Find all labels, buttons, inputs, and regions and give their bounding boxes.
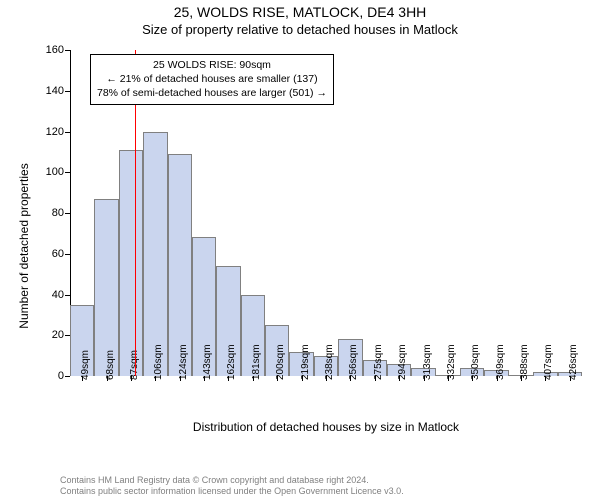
- chart-subtitle: Size of property relative to detached ho…: [0, 22, 600, 37]
- chart-title: 25, WOLDS RISE, MATLOCK, DE4 3HH: [0, 4, 600, 20]
- x-tick-label: 68sqm: [105, 350, 116, 380]
- histogram-bar: [143, 132, 167, 377]
- x-tick-label: 162sqm: [226, 344, 237, 380]
- copyright-line: Contains HM Land Registry data © Crown c…: [60, 475, 590, 487]
- info-box-line: 78% of semi-detached houses are larger (…: [97, 86, 327, 100]
- x-tick-label: 332sqm: [446, 344, 457, 380]
- histogram-bar: [168, 154, 192, 376]
- info-box-line: 25 WOLDS RISE: 90sqm: [97, 58, 327, 72]
- x-tick-label: 275sqm: [373, 344, 384, 380]
- chart-container: 25, WOLDS RISE, MATLOCK, DE4 3HH Size of…: [0, 4, 600, 504]
- x-tick-label: 200sqm: [275, 344, 286, 380]
- x-tick-label: 106sqm: [153, 344, 164, 380]
- x-tick-label: 181sqm: [251, 344, 262, 380]
- x-tick-label: 294sqm: [397, 344, 408, 380]
- x-tick-label: 219sqm: [300, 344, 311, 380]
- info-box-line: ← 21% of detached houses are smaller (13…: [97, 72, 327, 86]
- info-box: 25 WOLDS RISE: 90sqm ← 21% of detached h…: [90, 54, 334, 105]
- plot-wrap: Number of detached properties 0204060801…: [34, 46, 590, 446]
- copyright-line: Contains public sector information licen…: [60, 486, 590, 498]
- x-tick-label: 388sqm: [519, 344, 530, 380]
- x-axis-label: Distribution of detached houses by size …: [70, 420, 582, 434]
- y-axis-label: Number of detached properties: [17, 163, 31, 328]
- histogram-bar: [119, 150, 143, 376]
- x-tick-label: 256sqm: [348, 344, 359, 380]
- x-tick-label: 238sqm: [324, 344, 335, 380]
- x-tick-label: 426sqm: [568, 344, 579, 380]
- x-tick-label: 49sqm: [80, 350, 91, 380]
- x-tick-label: 143sqm: [202, 344, 213, 380]
- x-tick-label: 124sqm: [178, 344, 189, 380]
- x-tick-label: 313sqm: [422, 344, 433, 380]
- copyright-text: Contains HM Land Registry data © Crown c…: [60, 475, 590, 498]
- x-tick-label: 369sqm: [495, 344, 506, 380]
- plot-area: 02040608010012014016049sqm68sqm87sqm106s…: [70, 50, 582, 376]
- x-tick-label: 407sqm: [543, 344, 554, 380]
- x-tick-label: 350sqm: [470, 344, 481, 380]
